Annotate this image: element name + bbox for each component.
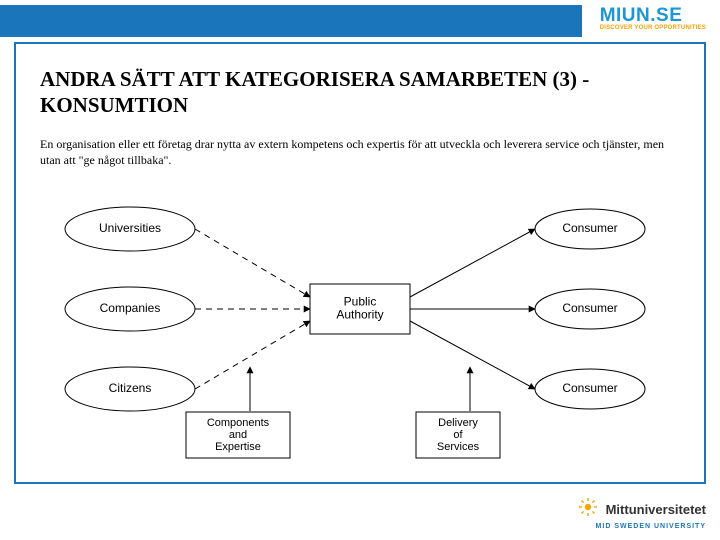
- diagram-svg: UniversitiesCompaniesCitizensPublicAutho…: [50, 189, 670, 469]
- slide: MIUN.SE DISCOVER YOUR OPPORTUNITIES ANDR…: [0, 0, 720, 540]
- sun-icon: [579, 498, 597, 521]
- diagram-node-label-consumer3: Consumer: [562, 381, 617, 395]
- diagram-edge: [195, 229, 310, 297]
- slide-paragraph: En organisation eller ett företag drar n…: [40, 137, 680, 168]
- diagram-edge: [195, 321, 310, 389]
- diagram-canvas: UniversitiesCompaniesCitizensPublicAutho…: [50, 189, 670, 469]
- top-bar-blue: [0, 5, 582, 37]
- diagram-node-label-companies: Companies: [100, 301, 161, 315]
- diagram-edge: [410, 321, 535, 389]
- logo-top-text: MIUN.SE: [600, 7, 706, 24]
- diagram-edge: [410, 229, 535, 297]
- diagram-node-label-consumer1: Consumer: [562, 221, 617, 235]
- diagram-node-label-consumer2: Consumer: [562, 301, 617, 315]
- content-frame: ANDRA SÄTT ATT KATEGORISERA SAMARBETEN (…: [14, 42, 706, 484]
- logo-bottom-name: Mittuniversitetet: [606, 502, 706, 517]
- logo-top-subtext: DISCOVER YOUR OPPORTUNITIES: [600, 25, 706, 31]
- top-bar: MIUN.SE DISCOVER YOUR OPPORTUNITIES: [0, 0, 720, 42]
- logo-bottom-sub: MID SWEDEN UNIVERSITY: [579, 523, 706, 530]
- diagram-node-label-citizens: Citizens: [109, 381, 152, 395]
- slide-title: ANDRA SÄTT ATT KATEGORISERA SAMARBETEN (…: [40, 66, 680, 119]
- logo-bottom: Mittuniversitetet MID SWEDEN UNIVERSITY: [579, 498, 706, 530]
- logo-top: MIUN.SE DISCOVER YOUR OPPORTUNITIES: [600, 7, 706, 31]
- diagram-node-label-universities: Universities: [99, 221, 161, 235]
